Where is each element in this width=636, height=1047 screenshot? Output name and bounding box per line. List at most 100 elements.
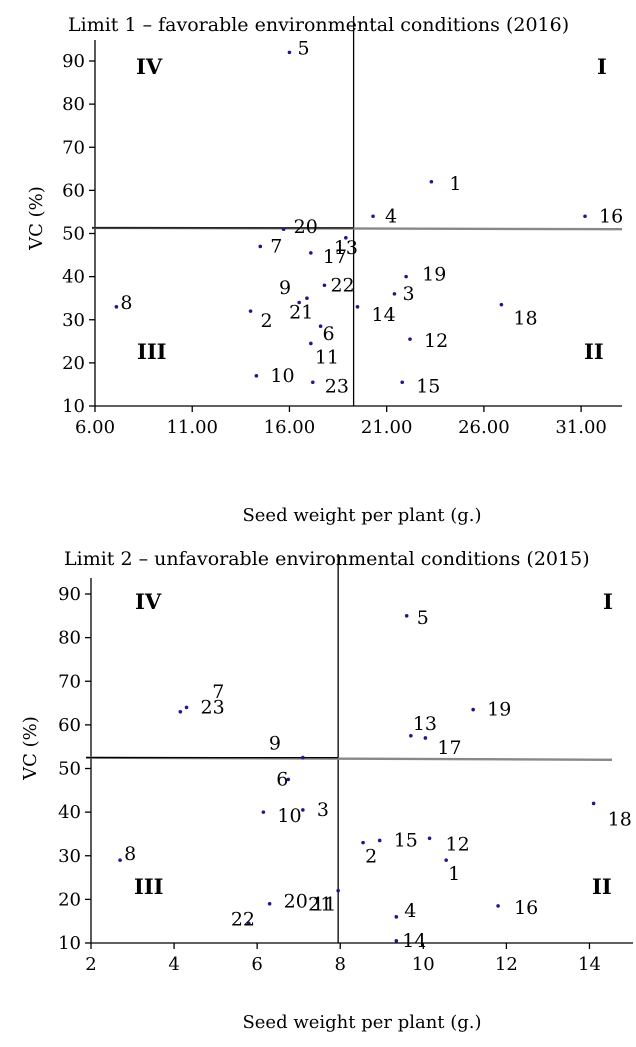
data-point-label: 7 <box>270 235 282 257</box>
y-tick-label: 10 <box>62 396 85 417</box>
data-point-label: 20 <box>284 891 308 913</box>
data-point <box>254 374 259 378</box>
chart-2-title: Limit 2 – unfavorable environmental cond… <box>64 548 590 570</box>
data-point-label: 1 <box>448 863 460 885</box>
x-tick-label: 12 <box>495 954 518 975</box>
data-point-label: 3 <box>402 283 414 305</box>
y-tick-label: 40 <box>58 802 81 823</box>
x-tick-label: 14 <box>578 954 601 975</box>
data-point-label: 22 <box>330 274 354 296</box>
data-point <box>281 227 286 231</box>
data-point-label: 8 <box>124 843 136 865</box>
data-point <box>392 292 397 296</box>
data-point-label: 23 <box>201 696 225 718</box>
data-point <box>297 300 301 305</box>
data-point <box>318 324 323 329</box>
data-point-label: 6 <box>323 323 335 345</box>
data-point-label: 11 <box>315 346 339 368</box>
chart-1-quadrant-I: I <box>597 54 607 79</box>
data-point <box>429 179 434 184</box>
data-point <box>400 380 405 385</box>
data-point-label: 11 <box>312 894 336 916</box>
data-point-label: 2 <box>261 310 273 332</box>
chart-1-quadrant-II: II <box>584 339 604 364</box>
data-point <box>583 214 587 219</box>
x-tick-label: 26.00 <box>458 417 510 438</box>
data-point-label: 12 <box>446 833 470 855</box>
chart-limit-2: Limit 2 – unfavorable environmental cond… <box>20 548 633 1033</box>
data-point-label: 14 <box>402 930 426 952</box>
data-point-label: 12 <box>424 330 448 352</box>
chart-2-quadrant-IV: IV <box>135 589 162 614</box>
y-tick-label: 60 <box>62 180 85 201</box>
data-point-label: 23 <box>325 375 349 397</box>
data-point-label: 17 <box>437 737 461 759</box>
data-point-label: 16 <box>514 897 538 919</box>
data-point-label: 5 <box>417 607 429 629</box>
data-point <box>247 921 251 926</box>
data-point <box>248 309 253 313</box>
data-point-label: 16 <box>599 205 623 227</box>
data-point-label: 18 <box>513 308 537 330</box>
data-point-label: 13 <box>413 713 437 735</box>
data-point <box>394 939 399 943</box>
y-tick-label: 50 <box>58 759 81 780</box>
data-point <box>444 858 448 862</box>
y-tick-label: 80 <box>62 94 85 115</box>
chart-2-x-axis-label: Seed weight per plant (g.) <box>242 1012 481 1033</box>
data-point <box>184 705 189 710</box>
data-point-label: 4 <box>404 900 416 922</box>
chart-1-quadrant-III: III <box>137 339 166 364</box>
data-point <box>309 341 313 346</box>
chart-limit-1: Limit 1 – favorable environmental condit… <box>26 14 623 526</box>
data-point-label: 15 <box>394 829 418 851</box>
data-point-label: 17 <box>323 246 347 268</box>
data-point <box>377 838 382 843</box>
x-tick-label: 21.00 <box>361 417 413 438</box>
x-tick-label: 11.00 <box>166 417 218 438</box>
x-tick-label: 10 <box>412 954 435 975</box>
data-point <box>471 707 475 712</box>
data-point-label: 5 <box>297 37 309 59</box>
data-point-label: 19 <box>487 699 511 721</box>
data-point-label: 14 <box>372 304 396 326</box>
data-point <box>591 801 596 806</box>
data-point <box>344 236 348 240</box>
data-point-label: 18 <box>608 808 632 830</box>
data-point <box>301 808 305 812</box>
y-tick-label: 20 <box>62 353 85 374</box>
data-point <box>371 214 375 219</box>
data-point-label: 7 <box>212 681 224 703</box>
y-tick-label: 30 <box>58 846 81 867</box>
data-point-label: 2 <box>365 846 377 868</box>
data-point <box>409 733 413 738</box>
y-tick-label: 20 <box>58 889 81 910</box>
data-point <box>408 337 412 341</box>
y-tick-label: 80 <box>58 628 81 649</box>
data-point-label: 13 <box>334 237 358 259</box>
data-point-label: 10 <box>270 365 294 387</box>
data-point-label: 1 <box>449 173 461 195</box>
data-point-label: 3 <box>317 799 329 821</box>
data-point <box>286 777 291 782</box>
data-point-label: 21 <box>308 894 332 916</box>
data-point <box>114 305 119 309</box>
data-point <box>287 50 292 55</box>
data-point-label: 21 <box>289 302 313 324</box>
chart-2-quadrant-III: III <box>134 874 163 899</box>
y-tick-label: 90 <box>58 584 81 605</box>
data-point <box>355 305 360 309</box>
data-point <box>301 755 305 760</box>
data-point <box>258 244 263 249</box>
chart-1-quadrant-IV: IV <box>136 54 163 79</box>
data-point <box>261 810 266 814</box>
data-point <box>499 302 504 307</box>
data-point <box>496 904 500 908</box>
data-point <box>394 915 399 919</box>
data-point <box>267 901 272 906</box>
x-tick-label: 6.00 <box>75 417 115 438</box>
y-tick-label: 70 <box>62 137 85 158</box>
data-point-label: 10 <box>277 805 301 827</box>
data-point <box>336 888 340 893</box>
